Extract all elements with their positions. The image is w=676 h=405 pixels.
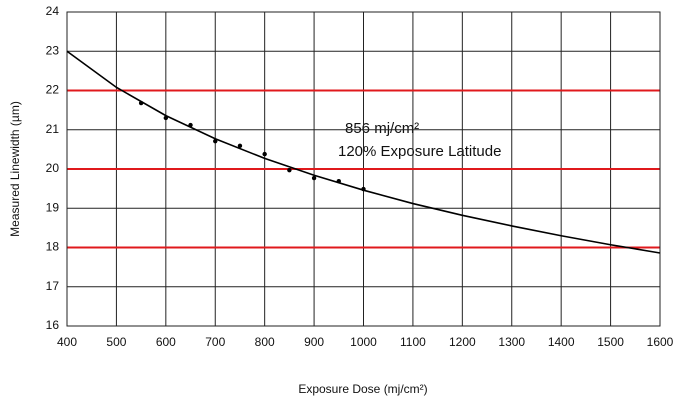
y-tick-label: 16 <box>46 318 60 332</box>
x-axis-label: Exposure Dose (mj/cm²) <box>298 382 427 396</box>
x-tick-label: 600 <box>156 335 176 349</box>
y-tick-label: 18 <box>46 240 60 254</box>
x-tick-label: 500 <box>106 335 126 349</box>
y-axis-label: Measured Linewidth (µm) <box>8 101 22 237</box>
y-tick-label: 17 <box>46 279 60 293</box>
y-tick-label: 21 <box>46 122 60 136</box>
x-tick-label: 1200 <box>449 335 476 349</box>
x-tick-label: 1000 <box>350 335 377 349</box>
x-tick-label: 1100 <box>400 335 426 349</box>
y-tick-label: 20 <box>46 161 60 175</box>
y-tick-label: 22 <box>46 83 60 97</box>
y-tick-label: 24 <box>46 4 60 18</box>
y-tick-label: 19 <box>46 200 60 214</box>
x-tick-label: 1400 <box>548 335 575 349</box>
x-tick-label: 900 <box>304 335 324 349</box>
y-tick-label: 23 <box>46 43 60 57</box>
plot-border <box>66 11 661 327</box>
data-point <box>287 167 292 173</box>
data-point <box>311 175 317 181</box>
x-tick-label: 1600 <box>647 335 674 349</box>
data-point <box>262 151 267 157</box>
fit-line <box>66 50 661 254</box>
x-tick-label: 800 <box>255 335 275 349</box>
x-tick-label: 1300 <box>498 335 525 349</box>
data-point <box>237 143 243 149</box>
x-tick-label: 700 <box>205 335 225 349</box>
annotation: 120% Exposure Latitude <box>338 143 501 160</box>
x-tick-label: 400 <box>57 335 77 349</box>
annotation: 856 mj/cm² <box>345 120 419 137</box>
x-tick-label: 1500 <box>597 335 624 349</box>
